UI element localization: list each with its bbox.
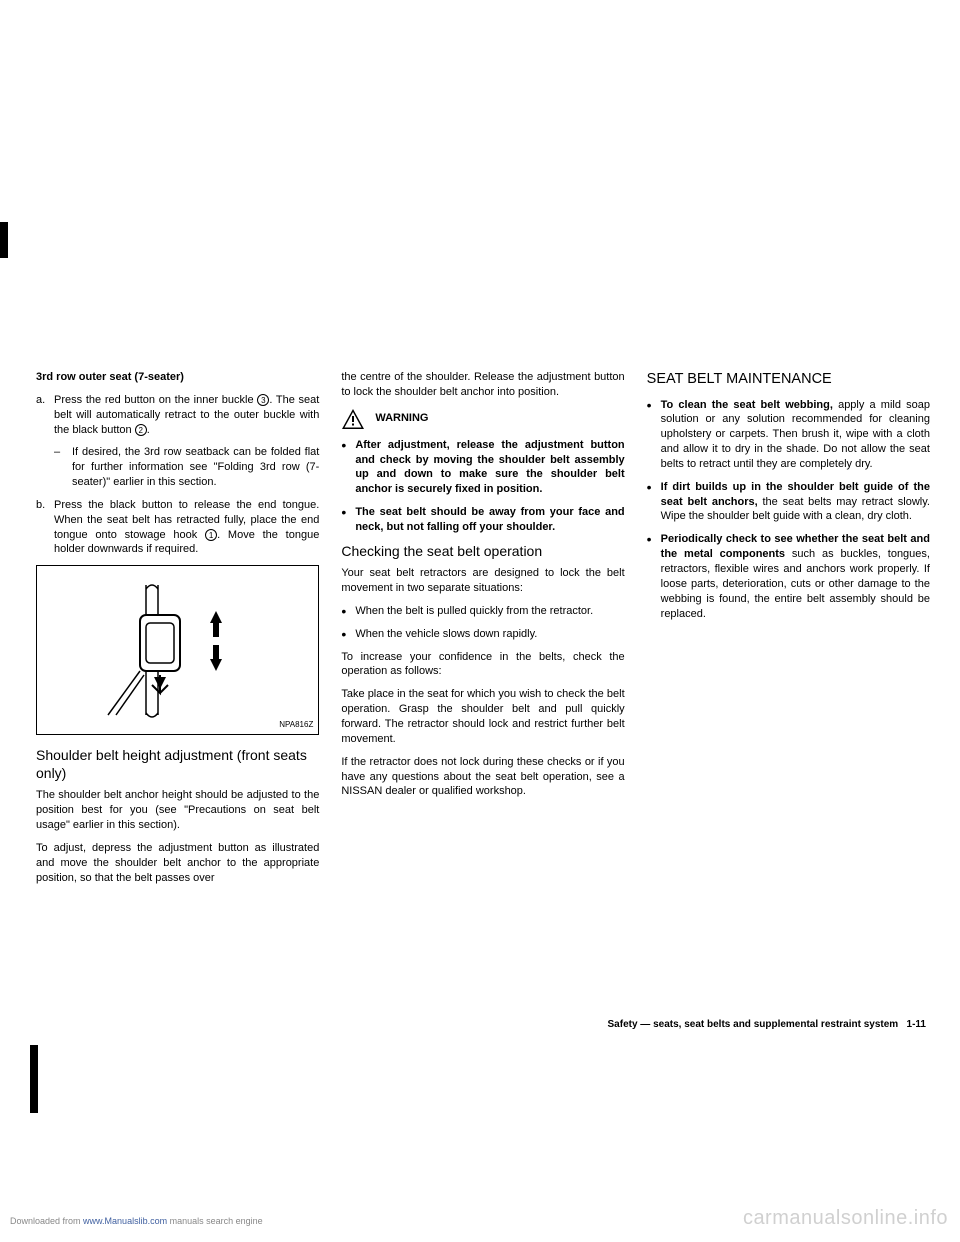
warning-row: WARNING	[341, 408, 624, 430]
paragraph: Take place in the seat for which you wis…	[341, 687, 624, 746]
bullet-text: Periodically check to see whether the se…	[661, 532, 930, 621]
col3-heading: SEAT BELT MAINTENANCE	[647, 370, 930, 390]
tab-marker-left	[0, 222, 8, 258]
download-source: Downloaded from www.Manualslib.com manua…	[10, 1216, 263, 1226]
bullet-marker: •	[647, 398, 661, 472]
bullet-marker: •	[341, 438, 355, 497]
warning-label: WARNING	[375, 411, 428, 426]
paragraph: Your seat belt retractors are designed t…	[341, 566, 624, 596]
list-item-b: b. Press the black button to release the…	[36, 498, 319, 557]
watermark: carmanualsonline.info	[743, 1207, 948, 1230]
sub-marker: –	[54, 445, 72, 490]
bullet-marker: •	[341, 627, 355, 642]
bullet-text: When the vehicle slows down rapidly.	[355, 627, 624, 642]
figure-shoulder-belt: NPA816Z	[36, 565, 319, 735]
page-number: 1-11	[907, 1019, 926, 1030]
bold-text: To clean the seat belt webbing,	[661, 399, 833, 411]
circled-number: 1	[205, 529, 217, 541]
bullet-marker: •	[647, 532, 661, 621]
list-item-a: a. Press the red button on the inner buc…	[36, 393, 319, 438]
page-footer: Safety — seats, seat belts and supplemen…	[608, 1019, 926, 1030]
page-content: 3rd row outer seat (7-seater) a. Press t…	[36, 370, 930, 893]
paragraph: The shoulder belt anchor height should b…	[36, 788, 319, 833]
manualslib-link[interactable]: www.Manualslib.com	[83, 1216, 167, 1226]
paragraph: the centre of the shoulder. Release the …	[341, 370, 624, 400]
bullet-item: • When the vehicle slows down rapidly.	[341, 627, 624, 642]
section-heading: Shoulder belt height adjustment (front s…	[36, 747, 319, 782]
paragraph: If the retractor does not lock during th…	[341, 755, 624, 800]
bullet-item: • Periodically check to see whether the …	[647, 532, 930, 621]
bullet-text: When the belt is pulled quickly from the…	[355, 604, 624, 619]
text: .	[147, 424, 150, 436]
bullet-item: • If dirt builds up in the shoulder belt…	[647, 480, 930, 525]
text: Press the red button on the inner buckle	[54, 394, 257, 406]
list-text: Press the red button on the inner buckle…	[54, 393, 319, 438]
list-marker: a.	[36, 393, 54, 438]
column-2: the centre of the shoulder. Release the …	[341, 370, 624, 893]
tab-marker-bottom	[30, 1045, 38, 1113]
col1-heading: 3rd row outer seat (7-seater)	[36, 370, 319, 385]
paragraph: To adjust, depress the adjustment button…	[36, 841, 319, 886]
paragraph: To increase your confidence in the belts…	[341, 650, 624, 680]
column-1: 3rd row outer seat (7-seater) a. Press t…	[36, 370, 319, 893]
bullet-item: • After adjustment, release the adjustme…	[341, 438, 624, 497]
bullet-item: • When the belt is pulled quickly from t…	[341, 604, 624, 619]
sub-list-item: – If desired, the 3rd row seatback can b…	[54, 445, 319, 490]
bullet-text: To clean the seat belt webbing, apply a …	[661, 398, 930, 472]
bullet-text: The seat belt should be away from your f…	[355, 505, 624, 535]
column-3: SEAT BELT MAINTENANCE • To clean the sea…	[647, 370, 930, 893]
section-heading: Checking the seat belt operation	[341, 543, 624, 561]
bullet-item: • To clean the seat belt webbing, apply …	[647, 398, 930, 472]
list-marker: b.	[36, 498, 54, 557]
bullet-text: If dirt builds up in the shoulder belt g…	[661, 480, 930, 525]
figure-label: NPA816Z	[279, 720, 313, 731]
bullet-marker: •	[341, 604, 355, 619]
circled-number: 3	[257, 394, 269, 406]
footer-text: Safety — seats, seat belts and supplemen…	[608, 1019, 899, 1030]
bullet-item: • The seat belt should be away from your…	[341, 505, 624, 535]
bullet-text: After adjustment, release the adjustment…	[355, 438, 624, 497]
list-text: Press the black button to release the en…	[54, 498, 319, 557]
text: Downloaded from	[10, 1216, 83, 1226]
warning-triangle-icon	[341, 408, 365, 430]
bullet-marker: •	[647, 480, 661, 525]
circled-number: 2	[135, 424, 147, 436]
text: manuals search engine	[167, 1216, 263, 1226]
bullet-marker: •	[341, 505, 355, 535]
sub-text: If desired, the 3rd row seatback can be …	[72, 445, 319, 490]
belt-adjustment-diagram	[88, 575, 268, 725]
